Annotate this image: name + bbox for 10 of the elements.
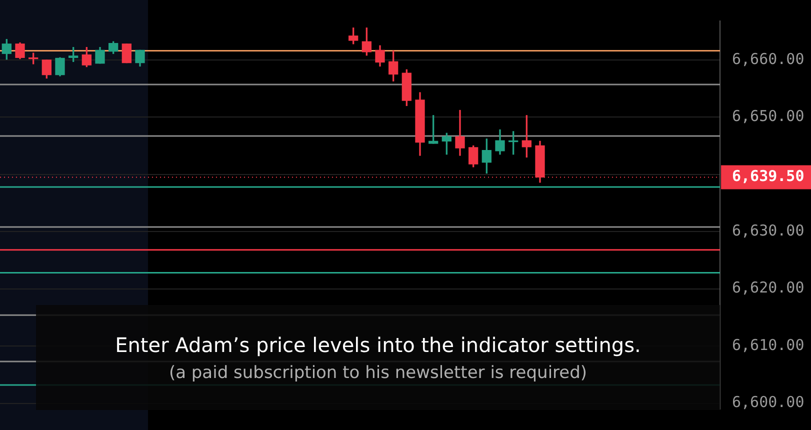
y-tick-label: 6,630.00 [732, 221, 804, 240]
y-tick-label: 6,660.00 [732, 50, 804, 68]
annotation: (a paid subscription to his newsletter is required) [168, 362, 588, 382]
y-tick-label: 6,610.00 [732, 336, 804, 354]
y-tick-label: 6,600.00 [732, 393, 804, 412]
ref-line-label: 6,639.50 [732, 167, 804, 186]
annotation: Enter Adam’s price levels into the indicator settings. [115, 332, 641, 356]
y-tick-label: 6,650.00 [732, 107, 804, 126]
caption-box: Enter Adam’s price levels into the indicator settings. (a paid subscription to his newsletter is required) [36, 305, 720, 410]
y-tick-label: 6,620.00 [732, 278, 804, 297]
